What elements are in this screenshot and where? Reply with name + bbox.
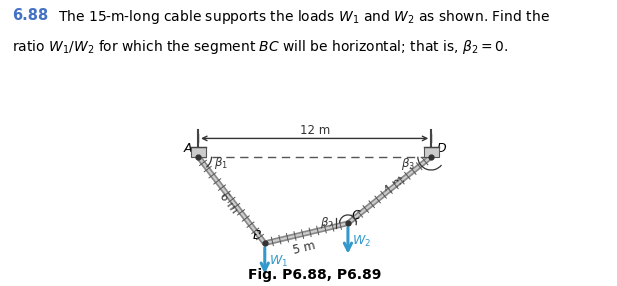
Text: 5 m: 5 m [292,239,317,257]
Text: Fig. P6.88, P6.89: Fig. P6.88, P6.89 [248,268,381,282]
Text: 12 m: 12 m [299,124,330,137]
Text: 4 m: 4 m [382,173,408,197]
Text: 6.88: 6.88 [12,8,48,23]
Text: $\beta_1$: $\beta_1$ [214,155,228,171]
Text: 6 m: 6 m [216,190,240,215]
Text: $\beta_3$: $\beta_3$ [401,156,415,172]
Text: $W_1$: $W_1$ [269,254,288,269]
Text: C: C [352,208,361,222]
Text: B: B [253,229,262,242]
Text: The 15-m-long cable supports the loads $W_1$ and $W_2$ as shown. Find the: The 15-m-long cable supports the loads $… [58,8,550,26]
Bar [424,147,439,157]
Bar [191,147,205,157]
Text: $\beta_2$: $\beta_2$ [320,215,334,231]
Text: A: A [184,142,193,155]
Text: $W_2$: $W_2$ [352,234,371,249]
Text: ratio $W_1$/$W_2$ for which the segment $BC$ will be horizontal; that is, $\beta: ratio $W_1$/$W_2$ for which the segment … [12,38,508,56]
Text: D: D [437,142,447,155]
